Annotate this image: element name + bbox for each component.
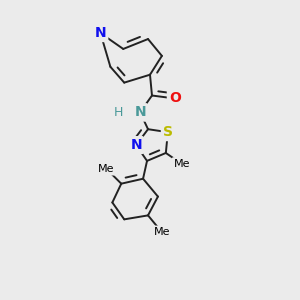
Text: N: N xyxy=(95,26,106,40)
Text: Me: Me xyxy=(173,159,190,169)
Text: H: H xyxy=(114,106,123,119)
Text: S: S xyxy=(163,125,173,139)
Text: Me: Me xyxy=(98,164,115,174)
Text: N: N xyxy=(134,105,146,119)
Text: O: O xyxy=(169,92,181,106)
Text: N: N xyxy=(130,138,142,152)
Text: Me: Me xyxy=(154,227,170,237)
Text: H: H xyxy=(114,106,123,119)
Text: N: N xyxy=(134,105,146,119)
